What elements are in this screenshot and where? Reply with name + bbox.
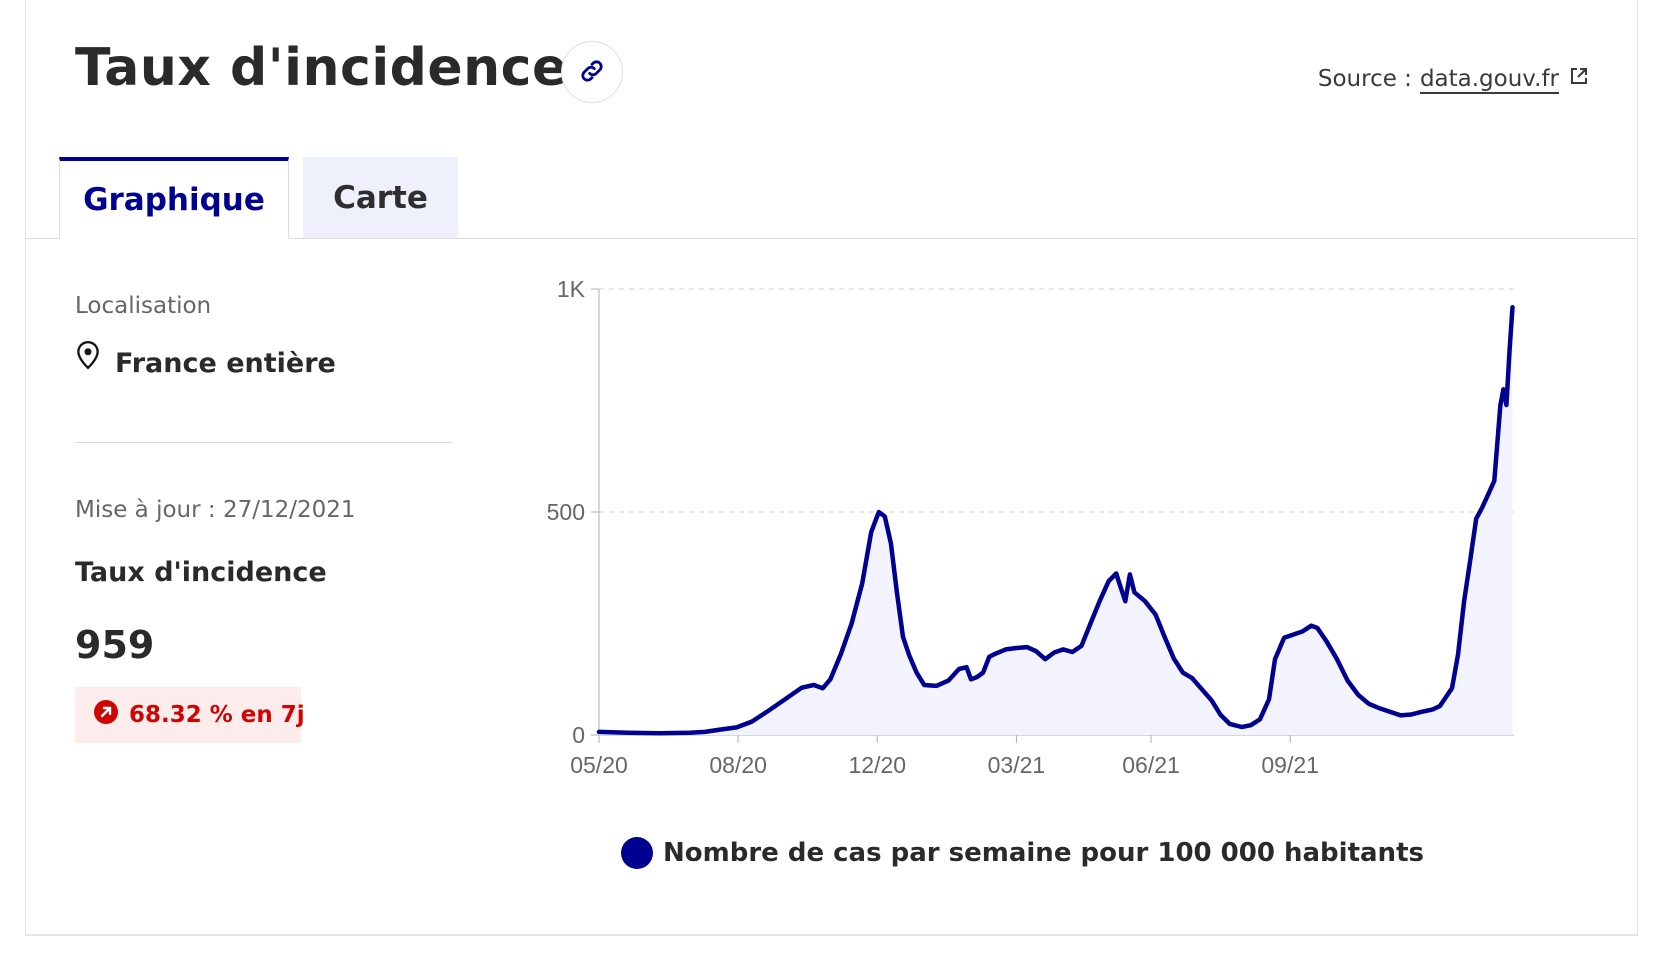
chart-legend: Nombre de cas par semaine pour 100 000 h… (621, 837, 1424, 869)
card-divider (25, 935, 1638, 936)
tab-carte[interactable]: Carte (303, 157, 458, 238)
x-tick-label: 06/21 (1122, 752, 1180, 778)
metric-label: Taux d'incidence (75, 557, 327, 588)
x-tick-label: 12/20 (848, 752, 906, 778)
map-pin-icon (75, 340, 101, 377)
page-title: Taux d'incidence (75, 38, 568, 98)
trend-badge: 68.32 % en 7j (75, 687, 305, 743)
metric-value: 959 (75, 623, 155, 667)
source-attribution: Source : data.gouv.fr (1318, 66, 1589, 92)
trend-text: 68.32 % en 7j (129, 702, 305, 728)
x-tick-label: 08/20 (709, 752, 767, 778)
source-link-label: data.gouv.fr (1419, 66, 1559, 92)
source-prefix: Source : (1317, 66, 1412, 92)
incidence-chart: 0 500 1K 05/20 08/20 12/20 03/21 06/21 09/21 (547, 276, 1515, 778)
y-tick-label: 500 (547, 499, 585, 525)
link-icon (578, 57, 606, 88)
tabs-divider (25, 238, 1638, 239)
sidebar-divider (75, 442, 452, 443)
update-date: Mise à jour : 27/12/2021 (75, 497, 356, 523)
legend-swatch (621, 837, 653, 869)
series-line (596, 305, 1515, 736)
location-value: France entière (115, 348, 336, 379)
y-tick-label: 1K (557, 276, 586, 302)
tab-graphique[interactable]: Graphique (59, 157, 289, 239)
incidence-card (25, 0, 1638, 935)
x-tick-label: 03/21 (988, 752, 1046, 778)
external-link-icon (1569, 66, 1589, 92)
location-selector[interactable]: France entière (75, 340, 336, 379)
copy-link-button[interactable] (561, 41, 623, 103)
x-tick-label: 09/21 (1261, 752, 1319, 778)
arrow-up-right-icon (93, 699, 119, 731)
x-tick-label: 05/20 (570, 752, 628, 778)
location-label: Localisation (75, 293, 212, 319)
y-tick-label: 0 (572, 722, 585, 748)
series-area (599, 307, 1513, 735)
legend-label: Nombre de cas par semaine pour 100 000 h… (663, 838, 1424, 868)
source-link[interactable]: data.gouv.fr (1420, 66, 1589, 92)
